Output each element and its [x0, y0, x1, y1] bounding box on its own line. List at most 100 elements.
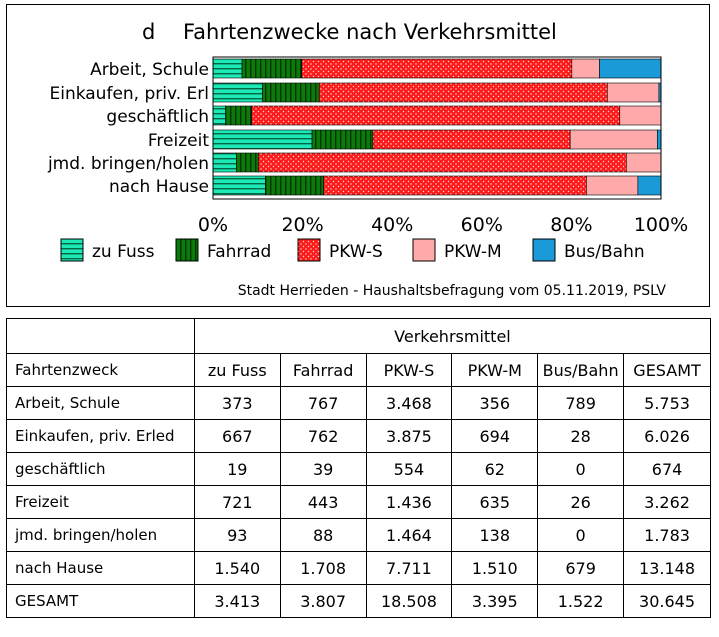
bar-segment-5-1: [265, 175, 324, 196]
value-cell: 62: [451, 452, 539, 486]
bar-segment-3-3: [569, 129, 658, 150]
bar-segment-1-2: [318, 82, 608, 103]
row-label-cell: geschäftlich: [6, 452, 195, 486]
table-row: geschäftlich 19 39 554 62 0 674: [6, 452, 711, 486]
value-cell: 721: [193, 485, 281, 519]
chart-source-note: Stadt Herrieden - Haushaltsbefragung vom…: [238, 283, 667, 299]
bar-segment-0-2: [301, 58, 573, 79]
legend-swatch: [60, 238, 84, 262]
category-label: nach Hause: [109, 177, 209, 197]
bar-segment-2-0: [212, 105, 226, 126]
x-tick-label: 60%: [461, 214, 503, 236]
value-cell: 1.436: [365, 485, 453, 519]
value-cell: 679: [537, 551, 625, 585]
legend-label: zu Fuss: [92, 242, 155, 262]
bar-segment-1-0: [212, 82, 263, 103]
value-cell: 3.395: [451, 584, 539, 618]
value-cell: 443: [279, 485, 367, 519]
data-table: Verkehrsmittel Fahrtenzweck zu Fuss Fahrra…: [6, 318, 712, 618]
table-corner-cell: [6, 318, 195, 354]
value-cell: 0: [537, 452, 625, 486]
column-header: Bus/Bahn: [537, 353, 625, 387]
column-header: Fahrtenzweck: [6, 353, 195, 387]
value-cell: 694: [451, 419, 539, 453]
bar-segment-0-4: [599, 58, 662, 79]
row-label-cell: GESAMT: [6, 584, 195, 618]
value-cell: 3.468: [365, 386, 453, 420]
chart-panel: d Fahrtenzwecke nach Verkehrsmittel Arbe…: [6, 4, 710, 307]
row-label-cell: Arbeit, Schule: [6, 386, 195, 420]
table-group-header: Verkehrsmittel: [193, 318, 712, 354]
category-label: geschäftlich: [106, 107, 209, 127]
value-cell: 18.508: [365, 584, 453, 618]
value-cell: 3.262: [623, 485, 711, 519]
bar-segment-5-0: [212, 175, 266, 196]
table-row: jmd. bringen/holen 93 88 1.464 138 0 1.783: [6, 518, 711, 552]
row-label-cell: Einkaufen, priv. Erled: [6, 419, 195, 453]
bars-layer: [212, 56, 662, 200]
value-cell: 554: [365, 452, 453, 486]
value-cell: 7.711: [365, 551, 453, 585]
value-cell: 138: [451, 518, 539, 552]
table-row: GESAMT 3.413 3.807 18.508 3.395 1.522 30.645: [6, 584, 711, 618]
legend-label: Bus/Bahn: [564, 242, 645, 262]
row-label-cell: Freizeit: [6, 485, 195, 519]
stacked-bar-chart: d Fahrtenzwecke nach Verkehrsmittel Arbe…: [47, 20, 688, 299]
legend-swatch: [175, 238, 199, 262]
column-header: Fahrrad: [279, 353, 367, 387]
table-row: Arbeit, Schule 373 767 3.468 356 789 5.753: [6, 386, 711, 420]
row-label-cell: jmd. bringen/holen: [6, 518, 195, 552]
bar-segment-4-3: [626, 152, 662, 173]
value-cell: 93: [193, 518, 281, 552]
value-cell: 767: [279, 386, 367, 420]
table-header-row: Fahrtenzweck zu Fuss Fahrrad PKW-S PKW-M Bus/…: [6, 353, 711, 387]
bar-segment-0-1: [241, 58, 303, 79]
bar-segment-3-0: [212, 129, 313, 150]
bar-segment-1-1: [262, 82, 320, 103]
legend-swatch: [297, 238, 321, 262]
table-row: nach Hause 1.540 1.708 7.711 1.510 679 13.148: [6, 551, 711, 585]
bar-segment-2-1: [225, 105, 252, 126]
chart-title-letter: d: [142, 20, 155, 44]
x-tick-label: 20%: [281, 214, 323, 236]
bar-segment-2-3: [619, 105, 662, 126]
value-cell: 3.875: [365, 419, 453, 453]
row-label-cell: nach Hause: [6, 551, 195, 585]
value-cell: 1.464: [365, 518, 453, 552]
x-tick-label: 100%: [634, 214, 688, 236]
value-cell: 667: [193, 419, 281, 453]
column-header: zu Fuss: [193, 353, 281, 387]
legend-label: PKW-S: [329, 242, 383, 262]
value-cell: 1.510: [451, 551, 539, 585]
column-header: PKW-M: [451, 353, 539, 387]
table-group-header-row: Verkehrsmittel: [6, 318, 712, 354]
plot-frame: [212, 56, 662, 200]
value-cell: 30.645: [623, 584, 711, 618]
x-tick-label: 40%: [371, 214, 413, 236]
bar-segment-4-0: [212, 152, 237, 173]
value-cell: 19: [193, 452, 281, 486]
chart-title: Fahrtenzwecke nach Verkehrsmittel: [183, 20, 557, 44]
value-cell: 674: [623, 452, 711, 486]
value-cell: 0: [537, 518, 625, 552]
x-tick-labels: 0% 20% 40% 60% 80% 100%: [198, 214, 688, 236]
category-label: jmd. bringen/holen: [47, 154, 209, 174]
bar-segment-4-1: [236, 152, 259, 173]
bar-segment-4-2: [258, 152, 627, 173]
legend-label: PKW-M: [444, 242, 502, 262]
value-cell: 13.148: [623, 551, 711, 585]
category-label: Freizeit: [148, 131, 209, 151]
value-cell: 1.783: [623, 518, 711, 552]
value-cell: 5.753: [623, 386, 711, 420]
table-row: Einkaufen, priv. Erled 667 762 3.875 694 28 6.…: [6, 419, 711, 453]
category-label: Arbeit, Schule: [90, 60, 209, 80]
value-cell: 789: [537, 386, 625, 420]
table-body: Fahrtenzweck zu Fuss Fahrrad PKW-S PKW-M Bus/…: [6, 353, 711, 618]
bar-segment-3-1: [311, 129, 374, 150]
x-tick-label: 0%: [198, 214, 228, 236]
bar-segment-0-3: [571, 58, 600, 79]
value-cell: 3.413: [193, 584, 281, 618]
legend-swatch: [532, 238, 556, 262]
column-header: GESAMT: [623, 353, 711, 387]
legend-swatch: [412, 238, 436, 262]
